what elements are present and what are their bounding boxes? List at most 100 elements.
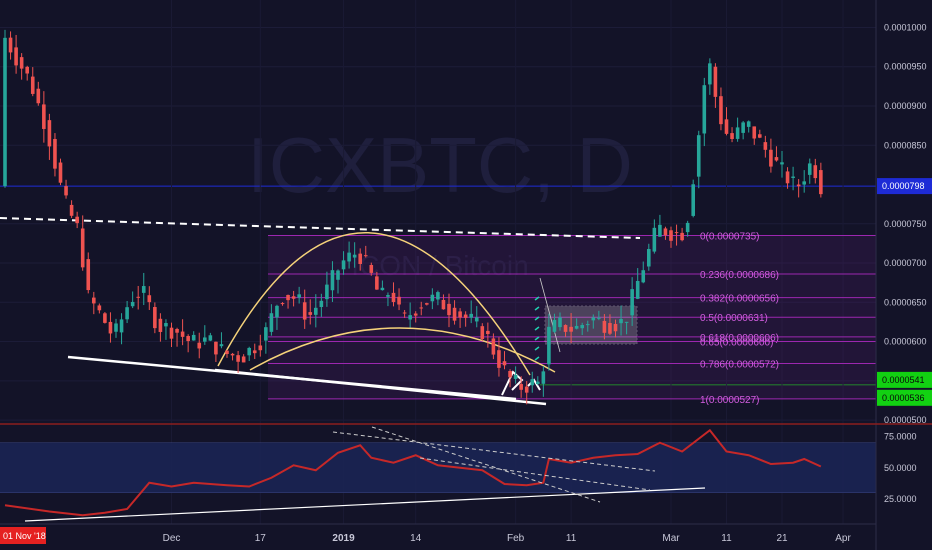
candle-body	[402, 312, 407, 314]
candle-body	[19, 57, 24, 69]
candle-body	[574, 325, 579, 329]
lower-trendline[interactable]	[214, 368, 547, 406]
candle-body	[474, 317, 479, 322]
candle-body	[30, 76, 35, 94]
candle-body	[480, 326, 485, 340]
candle-body	[186, 336, 190, 342]
tick-mark	[534, 296, 540, 301]
candle-body	[513, 374, 518, 379]
rsi-dashed-line-2[interactable]	[371, 426, 601, 503]
candle-body	[375, 276, 379, 290]
candle-body	[658, 224, 662, 237]
price-axis: 0.0001000 0.0000950 0.0000900 0.0000850 0.00…	[877, 22, 932, 504]
candle-body	[297, 294, 301, 298]
candle-body	[486, 330, 490, 335]
drawings[interactable]	[0, 217, 641, 406]
candle-body	[702, 85, 707, 134]
candle-body	[769, 149, 773, 167]
fib-level-label: 0.65(0.0000600)	[700, 338, 773, 349]
tick-mark	[534, 356, 540, 361]
time-tick-label: 17	[255, 533, 267, 544]
candle-body	[286, 294, 290, 301]
candle-body	[536, 381, 540, 384]
tick-mark	[534, 316, 540, 321]
candle-body	[652, 227, 657, 252]
candle-body	[125, 307, 129, 320]
time-cursor-label: 01 Nov '18	[3, 531, 46, 541]
candle-body	[813, 165, 818, 179]
candle-body	[302, 302, 307, 320]
candle-body	[796, 184, 801, 187]
candle-body	[36, 88, 41, 104]
fib-retracement[interactable]: 0(0.0000735) 0.236(0.0000686) 0.382(0.0000…	[268, 232, 876, 406]
candle-body	[630, 289, 634, 316]
candle-body	[791, 176, 795, 178]
zigzag-marker[interactable]	[501, 370, 524, 396]
time-tick-label: Apr	[835, 533, 851, 544]
symbol-watermark: ICXBTC, D	[247, 121, 633, 209]
candle-body	[774, 157, 779, 161]
outer-arc[interactable]	[217, 232, 531, 376]
candle-body	[386, 295, 390, 297]
candle-body	[746, 121, 751, 127]
candle-body	[419, 307, 424, 309]
candle-body	[613, 323, 618, 332]
candle-body	[130, 301, 135, 307]
candle-body	[86, 259, 91, 291]
candle-body	[341, 260, 346, 270]
fib-level-label: 0.5(0.0000631)	[700, 313, 768, 324]
inner-arc[interactable]	[249, 327, 556, 373]
time-cursor-label-bg	[0, 527, 46, 544]
tick-mark	[534, 306, 540, 311]
candle-body	[558, 317, 562, 328]
candle-body	[169, 327, 174, 339]
rsi-band	[0, 442, 876, 493]
rsi-tick-label: 75.0000	[884, 432, 917, 442]
price-tick-label: 0.0000600	[884, 337, 927, 347]
time-tick-label: 11	[566, 533, 577, 544]
candle-body	[8, 37, 13, 53]
candle-body	[447, 303, 451, 316]
time-tick-label: 11	[721, 533, 732, 544]
fib-level-label: 0.236(0.0000686)	[700, 270, 779, 281]
price-tick-label: 0.0000850	[884, 140, 927, 150]
candle-body	[230, 353, 235, 356]
candle-body	[674, 232, 679, 234]
candle-body	[758, 134, 762, 138]
price-tick-label: 0.0000950	[884, 62, 927, 72]
candle-body	[585, 324, 590, 326]
candle-body	[819, 170, 823, 195]
price-tick-label: 0.0000500	[884, 415, 927, 425]
price-label-bg	[877, 178, 932, 195]
candle-body	[75, 216, 79, 224]
price-label-bg	[877, 371, 932, 388]
candle-body	[175, 328, 179, 333]
candle-body	[363, 255, 368, 257]
candle-body	[563, 325, 568, 332]
rsi-support-line[interactable]	[24, 487, 706, 522]
candle-body	[641, 270, 646, 283]
candle-body	[330, 270, 335, 291]
sub-watermark: ICON / Bitcoin	[351, 250, 528, 281]
candle-body	[591, 317, 596, 321]
price-label-green-lower: 0.0000536	[882, 393, 925, 403]
candle-body	[53, 138, 57, 169]
candle-body	[708, 63, 712, 85]
candle-body	[724, 119, 729, 134]
rsi-dashed-line-1[interactable]	[332, 431, 656, 472]
rsi-dashed-line-3[interactable]	[419, 457, 651, 491]
candle-body	[663, 228, 668, 236]
candle-body	[452, 307, 457, 321]
price-tick-label: 0.0000700	[884, 258, 927, 268]
time-tick-label: 21	[776, 533, 788, 544]
candle-body	[413, 313, 418, 316]
candle-body	[680, 232, 684, 241]
candle-body	[219, 344, 224, 347]
candle-body	[635, 280, 640, 299]
candle-body	[280, 303, 285, 305]
candle-body	[491, 338, 496, 355]
candle-body	[258, 345, 263, 351]
dashed-resistance-line[interactable]	[0, 217, 641, 239]
candle-body	[153, 307, 157, 329]
